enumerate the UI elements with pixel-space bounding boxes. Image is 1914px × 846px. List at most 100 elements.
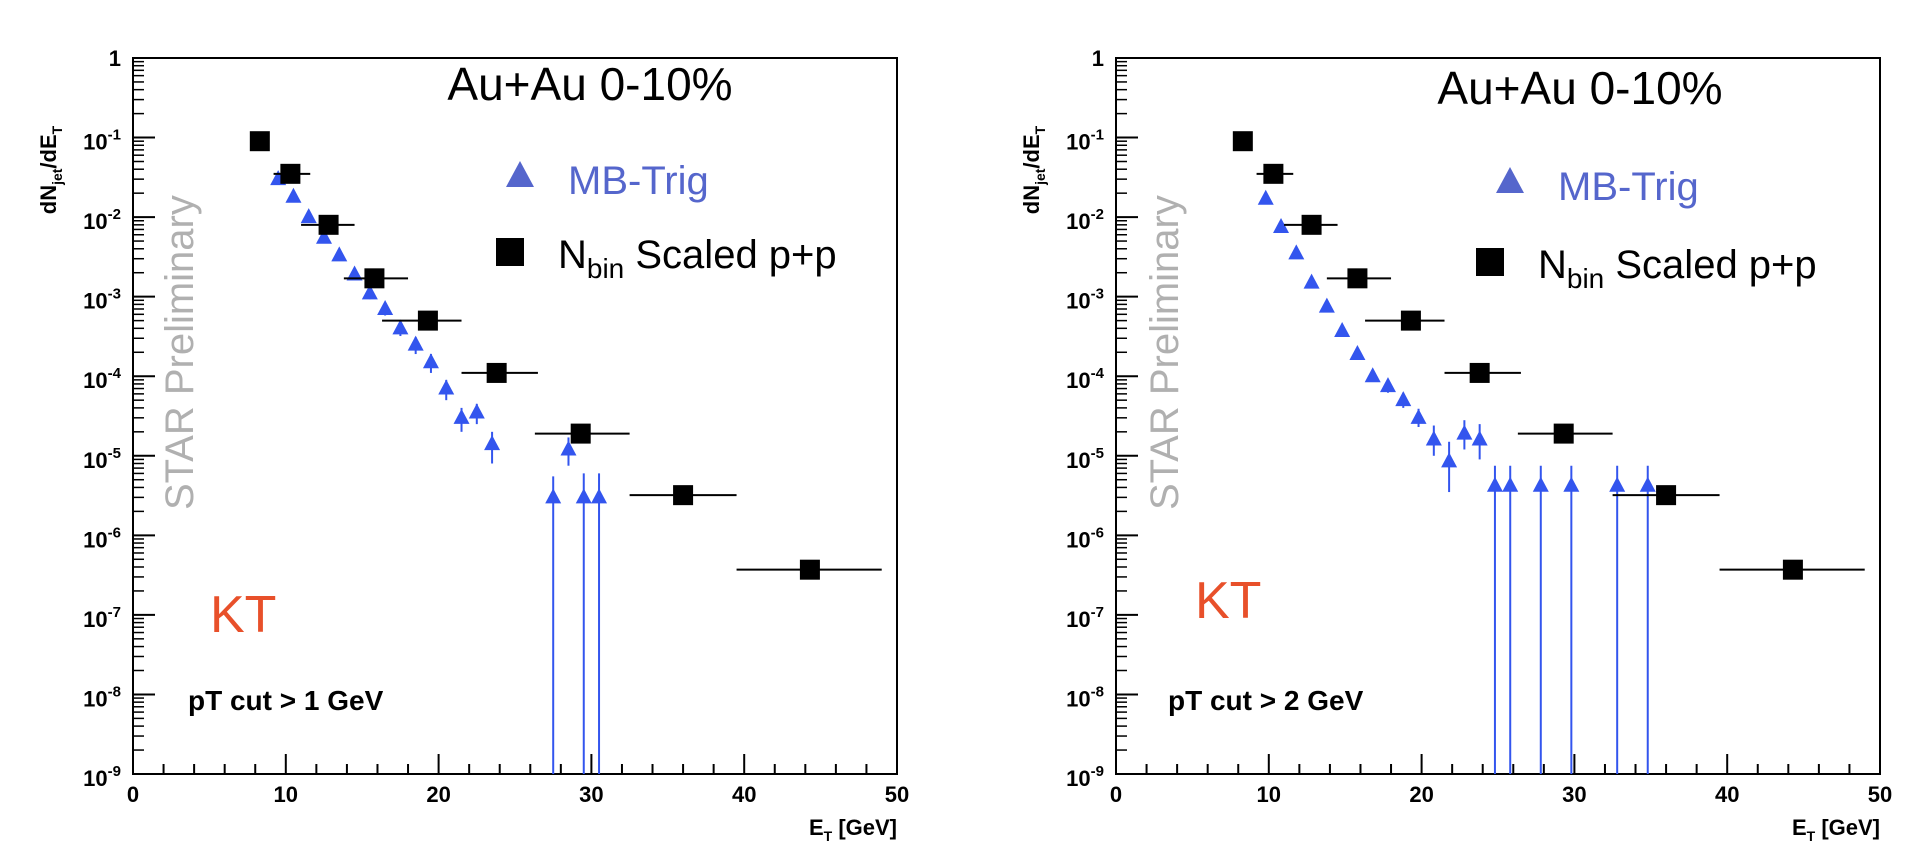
star-preliminary-watermark: STAR Preliminary — [1143, 195, 1187, 510]
mb-trig-point — [1563, 476, 1580, 492]
y-axis-label: dNjet/dET — [36, 125, 65, 214]
mb-trig-point — [1273, 218, 1290, 234]
mb-trig-point — [1364, 367, 1381, 383]
pp-scaled-point — [280, 163, 301, 184]
mb-trig-point — [285, 187, 302, 203]
chart-panel-2: 0 10 20 30 40 50 1 10-1 10-2 10-3 10-4 10-5 10-6 10-7… — [1019, 46, 1892, 844]
legend-pp-label: Nbin Scaled p+p — [1538, 243, 1817, 294]
pt-cut-label: pT cut > 2 GeV — [1168, 685, 1364, 716]
pp-scaled-point — [1656, 485, 1677, 506]
legend-square-marker — [1476, 248, 1504, 276]
y-tick-label: 10-4 — [83, 365, 121, 393]
mb-trig-point — [1456, 424, 1473, 440]
mb-trig-point — [1303, 273, 1320, 289]
mb-trig-point — [1349, 345, 1366, 361]
mb-trig-point — [346, 265, 363, 281]
legend-mb-trig-label: MB-Trig — [568, 159, 709, 203]
mb-trig-point — [468, 403, 485, 419]
y-tick-label: 10-3 — [83, 286, 121, 314]
mb-trig-point — [377, 299, 394, 315]
mb-trig-point — [1441, 452, 1458, 468]
pp-scaled-point — [1263, 163, 1284, 184]
pp-scaled-point — [486, 362, 507, 383]
mb-trig-point — [316, 228, 332, 244]
y-tick-label: 10-8 — [1066, 683, 1104, 711]
y-tick-label: 10-2 — [83, 206, 121, 234]
y-tick-label: 10-7 — [83, 604, 121, 632]
mb-trig-point — [575, 488, 592, 504]
x-tick-label: 10 — [274, 782, 298, 807]
plot-frame — [132, 57, 898, 775]
pp-scaled-point — [364, 268, 385, 289]
algorithm-label: KT — [1195, 572, 1261, 630]
x-tick-label: 50 — [1868, 782, 1892, 807]
y-axis-label: dNjet/dET — [1019, 125, 1048, 214]
chart-title: Au+Au 0-10% — [447, 58, 732, 110]
x-tick-label: 0 — [127, 782, 139, 807]
mb-trig-point — [1532, 476, 1549, 492]
mb-trig-point — [331, 246, 348, 262]
x-tick-label: 20 — [1409, 782, 1433, 807]
mb-trig-point — [407, 335, 424, 351]
pp-scaled-point — [1301, 214, 1322, 235]
mb-trig-point — [422, 353, 439, 369]
y-tick-label: 1 — [109, 46, 121, 71]
y-tick-label: 10-1 — [83, 127, 121, 155]
legend-pp-label: Nbin Scaled p+p — [558, 233, 837, 284]
pp-scaled-point — [249, 131, 270, 152]
pp-scaled-point — [1469, 362, 1490, 383]
star-preliminary-watermark: STAR Preliminary — [158, 195, 202, 510]
pp-scaled-point — [318, 214, 339, 235]
mb-trig-point — [1471, 430, 1488, 446]
pt-cut-label: pT cut > 1 GeV — [188, 685, 384, 716]
mb-trig-point — [560, 440, 577, 456]
x-tick-label: 30 — [579, 782, 603, 807]
y-tick-label: 10-1 — [1066, 127, 1104, 155]
mb-trig-point — [392, 319, 409, 335]
legend-square-marker — [496, 238, 524, 266]
legend-triangle-marker — [1496, 167, 1524, 193]
pp-scaled-point — [1232, 131, 1253, 152]
pp-scaled-point — [570, 423, 591, 444]
pp-scaled-point — [1347, 268, 1368, 289]
mb-trig-point — [1502, 476, 1519, 492]
y-tick-label: 1 — [1092, 46, 1104, 71]
plot-frame — [1115, 57, 1881, 775]
y-tick-label: 10-9 — [1066, 763, 1104, 791]
mb-trig-point — [1395, 391, 1412, 407]
mb-trig-point — [484, 435, 501, 451]
mb-trig-point — [1379, 377, 1396, 393]
y-tick-label: 10-7 — [1066, 604, 1104, 632]
pp-scaled-point — [417, 310, 438, 331]
x-tick-label: 30 — [1562, 782, 1586, 807]
y-tick-label: 10-5 — [83, 445, 121, 473]
pp-scaled-point — [1782, 559, 1803, 580]
chart-panel-1: 0 10 20 30 40 50 1 10-1 10-2 10-3 10-4 10-5 10-6 10-7… — [36, 46, 909, 844]
x-axis-label: ET [GeV] — [809, 815, 897, 844]
x-tick-label: 40 — [732, 782, 756, 807]
mb-trig-point — [591, 488, 608, 504]
y-tick-label: 10-3 — [1066, 286, 1104, 314]
y-tick-label: 10-2 — [1066, 206, 1104, 234]
pp-scaled-point — [673, 485, 694, 506]
x-tick-label: 10 — [1257, 782, 1281, 807]
mb-trig-point — [453, 408, 470, 424]
mb-trig-point — [1639, 476, 1656, 492]
mb-trig-point — [1410, 408, 1427, 424]
mb-trig-point — [1425, 430, 1442, 446]
mb-trig-point — [1609, 476, 1626, 492]
x-axis-label: ET [GeV] — [1792, 815, 1880, 844]
y-tick-label: 10-9 — [83, 763, 121, 791]
y-tick-label: 10-6 — [83, 524, 121, 552]
pp-scaled-point — [1553, 423, 1574, 444]
pp-scaled-point — [1400, 310, 1421, 331]
legend-triangle-marker — [506, 161, 534, 187]
y-tick-label: 10-6 — [1066, 524, 1104, 552]
y-tick-label: 10-4 — [1066, 365, 1104, 393]
x-tick-label: 40 — [1715, 782, 1739, 807]
y-tick-label: 10-5 — [1066, 445, 1104, 473]
pp-scaled-point — [799, 559, 820, 580]
algorithm-label: KT — [210, 586, 276, 644]
mb-trig-point — [1334, 322, 1351, 338]
